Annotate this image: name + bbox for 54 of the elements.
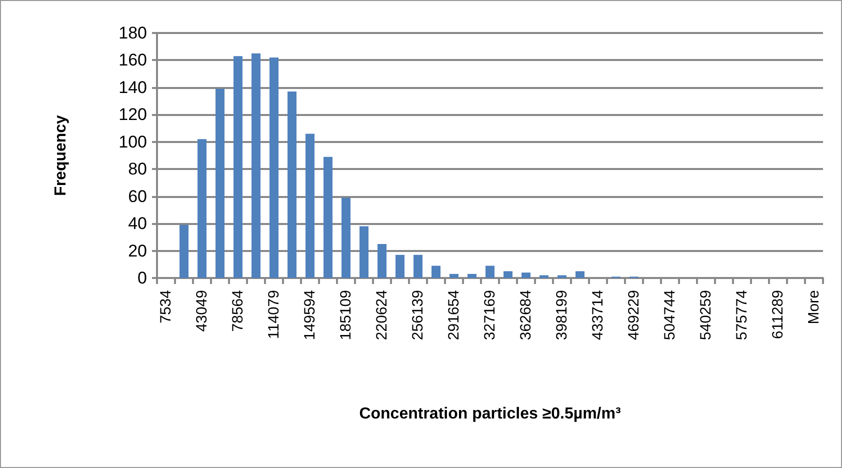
x-tick-label: 504744 (662, 290, 678, 340)
y-tick-label: 0 (138, 268, 147, 288)
bar (198, 139, 206, 278)
x-tick-label: 114079 (266, 290, 282, 339)
y-tick-label: 180 (118, 24, 147, 42)
y-tick-label: 80 (128, 160, 147, 179)
y-tick-label: 60 (128, 186, 147, 206)
x-tick-label: 469229 (626, 290, 642, 340)
bar (306, 134, 314, 278)
x-tick-label: 220624 (374, 290, 390, 340)
bar (216, 88, 224, 278)
x-tick-label: 291654 (446, 290, 462, 340)
x-tick-label: 7534 (158, 290, 174, 324)
x-tick-label: 433714 (590, 290, 606, 340)
bar (252, 53, 260, 278)
bar (558, 275, 566, 278)
x-axis-title: Concentration particles ≥0.5µm/m³ (359, 406, 621, 422)
bar (576, 271, 584, 278)
x-tick-label: 575774 (734, 290, 750, 340)
y-tick-label: 140 (118, 78, 147, 97)
x-tick-label: 256139 (410, 290, 426, 340)
y-tick-label: 20 (128, 241, 147, 260)
x-tick-label: More (806, 290, 822, 324)
x-tick-label: 362684 (518, 290, 534, 340)
bar (468, 274, 476, 278)
bar (378, 244, 386, 278)
bar (396, 254, 404, 278)
bar (342, 198, 350, 278)
bar (486, 266, 494, 278)
bar (270, 58, 278, 278)
x-tick-label: 78564 (230, 290, 246, 332)
y-tick-label: 40 (128, 214, 147, 234)
x-tick-label: 149594 (302, 290, 318, 340)
bar (360, 226, 368, 278)
x-tick-label: 398199 (554, 290, 570, 340)
bar (522, 272, 530, 278)
bar (234, 56, 242, 278)
bar (414, 254, 422, 278)
x-tick-label: 540259 (698, 290, 714, 340)
bar (288, 92, 296, 278)
x-tick-label: 611289 (770, 290, 786, 339)
x-tick-label: 43049 (194, 290, 210, 332)
bar (450, 274, 458, 278)
y-tick-label: 100 (118, 132, 147, 152)
bar (324, 156, 332, 278)
x-tick-label: 327169 (482, 290, 498, 340)
bar (504, 271, 512, 278)
bar (180, 224, 188, 278)
bar (432, 266, 440, 278)
bar (540, 275, 548, 278)
y-tick-label: 120 (118, 105, 147, 124)
y-axis-title: Frequency (52, 114, 70, 196)
y-tick-label: 160 (118, 50, 147, 70)
x-tick-label: 185109 (338, 290, 354, 340)
